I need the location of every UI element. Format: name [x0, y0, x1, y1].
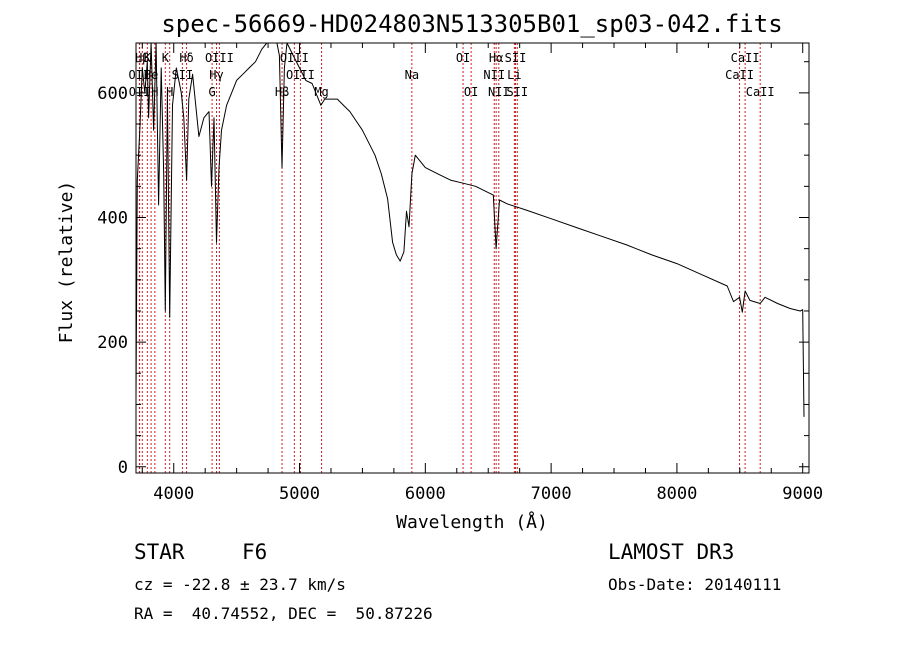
line-label: SII — [506, 85, 528, 99]
line-label: OII — [129, 68, 151, 82]
x-tick-label: 7000 — [531, 484, 572, 504]
line-label: Li — [507, 68, 521, 82]
line-label: NII — [488, 85, 510, 99]
x-tick-label: 6000 — [405, 484, 446, 504]
plot-frame — [135, 42, 810, 474]
line-label: OII — [129, 85, 151, 99]
y-tick-label: 600 — [97, 84, 128, 104]
line-label: OI — [456, 51, 470, 65]
line-label: Mg — [314, 85, 328, 99]
line-label: H — [166, 85, 173, 99]
x-tick-label: 5000 — [279, 484, 320, 504]
object-subclass: F6 — [242, 540, 268, 564]
x-tick-label: 8000 — [656, 484, 697, 504]
spectrum-line — [135, 42, 805, 417]
object-class: STAR — [134, 540, 185, 564]
line-label: CaII — [731, 51, 760, 65]
line-label: K — [162, 51, 170, 65]
spectrum-chart: spec-56669-HD024803N513305B01_sp03-042.f… — [56, 10, 823, 533]
y-tick-label: 400 — [97, 208, 128, 228]
line-label: NII — [483, 68, 505, 82]
y-axis-label: Flux (relative) — [56, 181, 77, 344]
observation-date: Obs-Date: 20140111 — [608, 575, 782, 594]
line-label: OIII — [205, 51, 234, 65]
line-label: Hβ — [275, 85, 289, 99]
x-tick-label: 9000 — [782, 484, 823, 504]
chart-title: spec-56669-HD024803N513305B01_sp03-042.f… — [161, 10, 782, 38]
x-tick-label: 4000 — [153, 484, 194, 504]
line-label: G — [208, 85, 215, 99]
line-label: OIII — [286, 68, 315, 82]
line-label: K — [144, 51, 152, 65]
x-axis-label: Wavelength (Å) — [396, 511, 548, 533]
survey-name: LAMOST DR3 — [608, 540, 735, 564]
line-label: Hδ — [179, 51, 193, 65]
y-tick-label: 0 — [118, 458, 128, 478]
line-label: Hγ — [209, 68, 223, 82]
line-label: CaII — [725, 68, 754, 82]
line-label: CaII — [746, 85, 775, 99]
line-label: OI — [464, 85, 478, 99]
line-marker-layer — [138, 43, 761, 473]
axis-tick-layer: 4000 5000 6000 7000 8000 9000 0 200 400 600 — [97, 43, 823, 504]
line-label: Hα — [489, 51, 503, 65]
coordinates-readout: RA = 40.74552, DEC = 50.87226 — [134, 604, 433, 623]
y-tick-label: 200 — [97, 333, 128, 353]
line-label: SII — [505, 51, 527, 65]
line-label: Na — [405, 68, 419, 82]
redshift-readout: cz = -22.8 ± 23.7 km/s — [134, 575, 346, 594]
